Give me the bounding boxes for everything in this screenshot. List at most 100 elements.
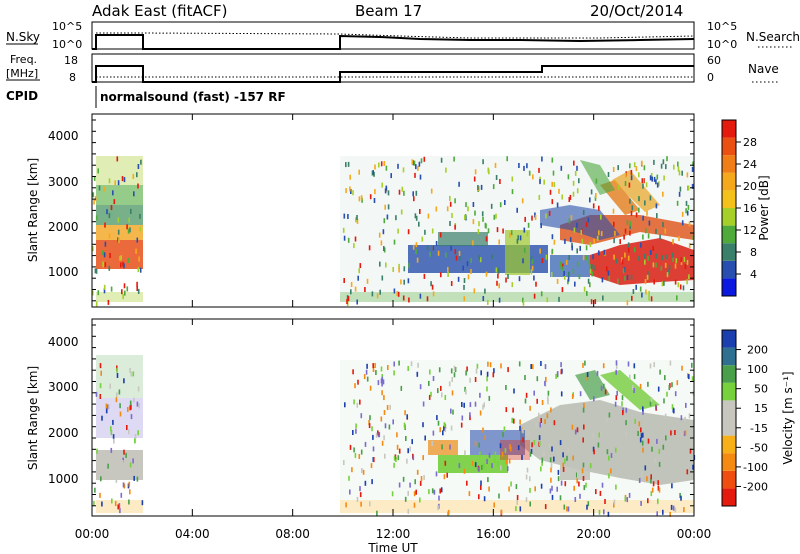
echo-speckle: [658, 461, 661, 467]
echo-speckle: [492, 184, 495, 190]
echo-speckle: [523, 247, 526, 253]
echo-speckle: [496, 227, 499, 233]
echo-speckle: [477, 229, 480, 234]
echo-speckle: [551, 181, 553, 187]
echo-speckle: [684, 416, 686, 422]
echo-speckle: [670, 504, 673, 510]
echo-speckle: [582, 437, 584, 443]
echo-speckle: [396, 291, 398, 297]
echo-speckle: [628, 492, 631, 498]
echo-speckle: [525, 497, 528, 503]
echo-speckle: [438, 495, 440, 501]
x-tick-label: 20:00: [576, 527, 611, 541]
echo-speckle: [590, 299, 593, 305]
echo-speckle: [403, 266, 406, 272]
echo-speckle: [488, 452, 491, 458]
echo-speckle: [498, 493, 500, 499]
echo-speckle: [643, 253, 646, 259]
echo-speckle: [613, 254, 615, 260]
echo-speckle: [541, 400, 544, 405]
echo-speckle: [94, 487, 96, 493]
echo-speckle: [654, 458, 656, 464]
echo-speckle: [614, 401, 617, 407]
echo-speckle: [492, 372, 495, 378]
echo-speckle: [593, 449, 595, 455]
echo-speckle: [135, 248, 137, 254]
echo-speckle: [522, 428, 524, 434]
echo-speckle: [511, 189, 514, 195]
echo-speckle: [116, 392, 118, 398]
echo-speckle: [474, 377, 477, 382]
echo-speckle: [516, 207, 518, 213]
echo-speckle: [359, 486, 361, 492]
echo-speckle: [458, 463, 461, 469]
echo-speckle: [353, 447, 355, 453]
echo-speckle: [384, 423, 387, 429]
echo-speckle: [684, 430, 687, 436]
echo-speckle: [550, 272, 553, 277]
echo-speckle: [440, 487, 443, 493]
velocity-ytick-4000: 4000: [48, 335, 79, 349]
echo-speckle: [516, 495, 519, 500]
echo-speckle: [422, 401, 425, 407]
echo-speckle: [387, 204, 390, 210]
echo-speckle: [548, 210, 551, 216]
echo-speckle: [560, 480, 563, 486]
echo-speckle: [473, 288, 476, 294]
echo-speckle: [626, 274, 629, 280]
echo-speckle: [635, 166, 638, 172]
echo-speckle: [130, 371, 133, 377]
echo-speckle: [614, 230, 616, 236]
echo-speckle: [369, 194, 372, 200]
echo-speckle: [540, 361, 542, 366]
colorbar-swatch: [722, 453, 736, 471]
echo-speckle: [360, 413, 363, 419]
echo-speckle: [626, 219, 629, 225]
nave-tick-low: 0: [707, 71, 714, 84]
echo-speckle: [581, 468, 584, 474]
echo-speckle: [371, 291, 374, 297]
echo-speckle: [674, 430, 676, 435]
echo-speckle: [692, 161, 694, 167]
echo-speckle: [92, 246, 94, 252]
echo-speckle: [446, 472, 448, 478]
echo-speckle: [426, 245, 429, 251]
echo-speckle: [500, 465, 502, 471]
echo-speckle: [619, 239, 621, 245]
echo-speckle: [513, 418, 515, 424]
velocity-ytick-1000: 1000: [48, 472, 79, 486]
beam-title: Beam 17: [355, 2, 422, 20]
echo-speckle: [429, 251, 431, 257]
echo-speckle: [529, 501, 531, 507]
echo-speckle: [539, 441, 541, 446]
echo-speckle: [556, 202, 559, 208]
echo-speckle: [603, 383, 605, 389]
echo-speckle: [373, 457, 375, 463]
echo-speckle: [665, 254, 667, 260]
echo-speckle: [113, 438, 115, 444]
echo-speckle: [361, 468, 363, 474]
echo-speckle: [412, 160, 415, 166]
velocity-colorbar: 200 100 50 15 -15 -50 -100 -200: [721, 329, 768, 507]
echo-speckle: [544, 504, 547, 510]
echo-speckle: [659, 234, 661, 240]
velocity-mark: [560, 462, 590, 480]
echo-speckle: [486, 376, 488, 382]
echo-speckle: [629, 374, 631, 380]
echo-speckle: [653, 159, 655, 165]
power-mark: [96, 156, 143, 185]
echo-speckle: [674, 507, 677, 513]
colorbar-tick-label: -15: [750, 422, 768, 435]
echo-speckle: [102, 250, 104, 256]
echo-speckle: [629, 198, 631, 204]
echo-speckle: [486, 459, 488, 464]
echo-speckle: [133, 475, 135, 481]
echo-speckle: [134, 434, 137, 439]
echo-speckle: [681, 170, 683, 176]
echo-speckle: [511, 418, 513, 424]
echo-speckle: [629, 224, 631, 230]
echo-speckle: [409, 482, 411, 488]
echo-speckle: [660, 163, 663, 169]
echo-speckle: [591, 264, 593, 270]
echo-speckle: [553, 239, 556, 245]
